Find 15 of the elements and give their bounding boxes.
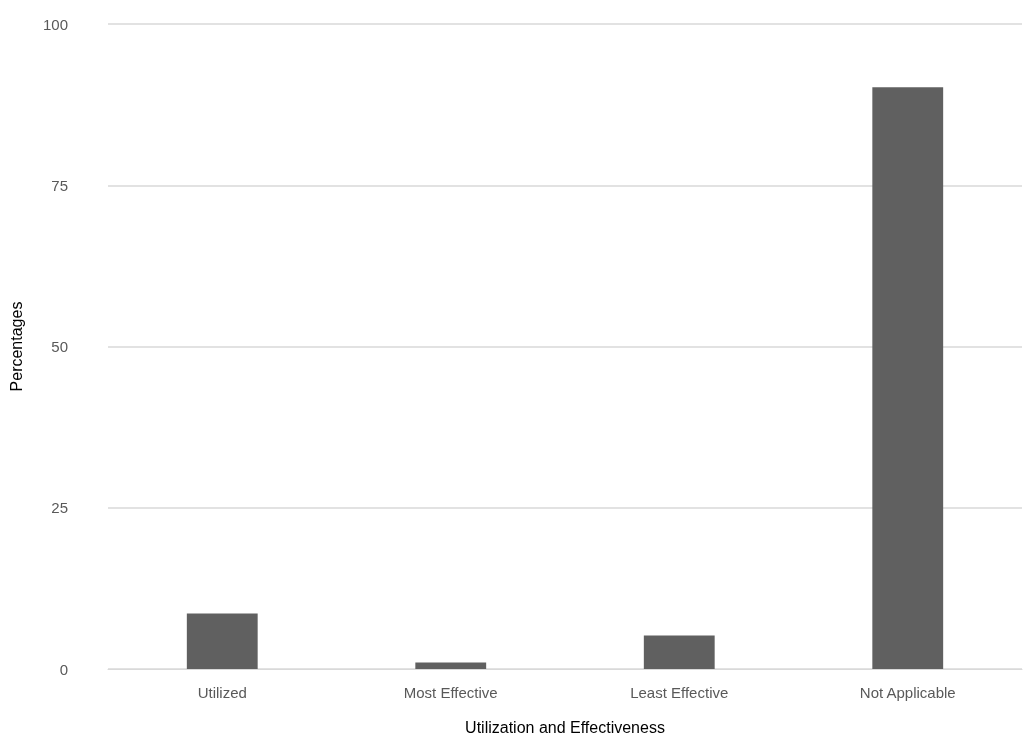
y-axis-title: Percentages [7, 301, 25, 392]
bar [415, 662, 487, 669]
y-tick-label: 75 [51, 176, 68, 194]
bar [186, 613, 258, 669]
y-tick-label: 25 [51, 499, 68, 517]
x-tick-label: Not Applicable [859, 684, 956, 701]
x-tick-label: Least Effective [630, 684, 729, 701]
y-tick-label: 100 [42, 15, 68, 33]
x-axis-title: Utilization and Effectiveness [465, 718, 665, 736]
y-tick-label: 0 [59, 660, 68, 678]
x-tick-label: Utilized [197, 684, 247, 701]
bar [643, 635, 715, 669]
y-tick-label: 50 [51, 338, 68, 355]
x-tick-label: Most Effective [403, 684, 498, 701]
bar [872, 87, 944, 669]
